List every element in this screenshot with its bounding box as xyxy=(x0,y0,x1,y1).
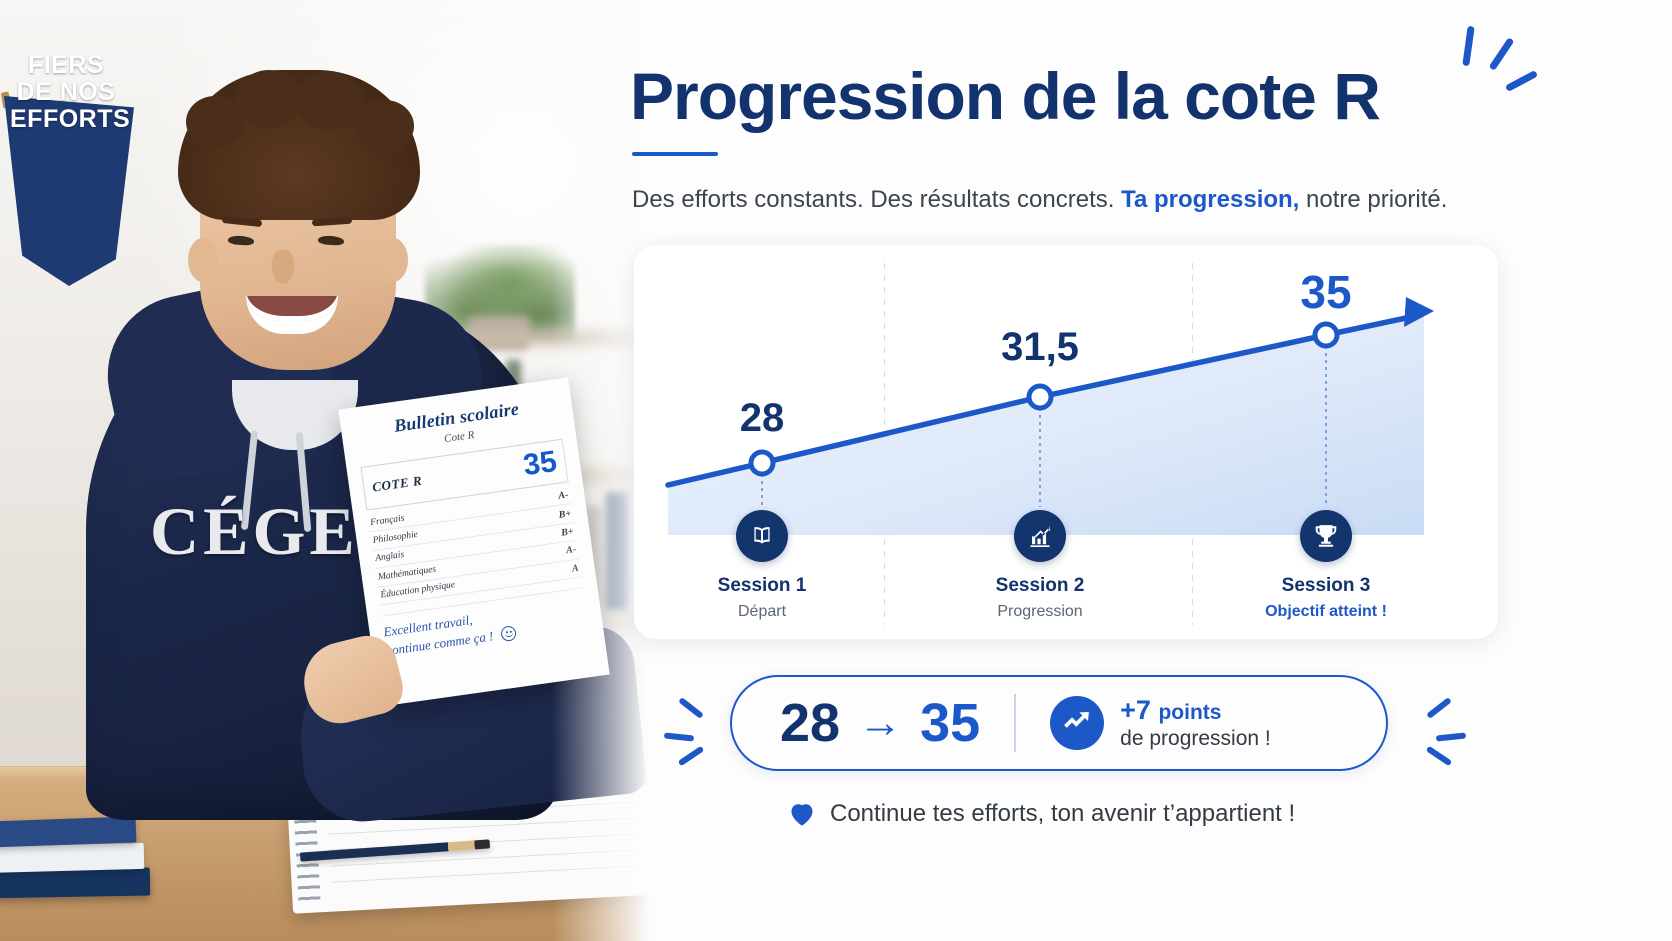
summary-to-value: 35 xyxy=(920,693,981,753)
student-photo: FIERS DE NOS EFFORTS CÉGEP xyxy=(0,0,672,941)
chart-area-fill xyxy=(668,315,1424,535)
summary-badge: 28 → 35 +7 points de progression ! xyxy=(730,675,1388,771)
subtitle-highlight: Ta progression, xyxy=(1121,186,1300,213)
hair-curl xyxy=(296,72,364,130)
hair-curl xyxy=(236,70,302,128)
page-title: Progression de la cote R xyxy=(630,59,1381,133)
cote-r-label: COTE R xyxy=(371,472,424,495)
progression-line-chart xyxy=(665,297,1434,535)
chart-point-title-1: Session 1 xyxy=(717,575,807,596)
summary-from-value: 28 xyxy=(780,693,841,753)
chart-point-title-3: Session 3 xyxy=(1281,575,1371,596)
arrow-right-icon: → xyxy=(858,698,903,747)
desk-book xyxy=(0,867,151,899)
chart-point-title-2: Session 2 xyxy=(995,575,1085,596)
footer-message: Continue tes efforts, ton avenir t’appar… xyxy=(788,800,1295,828)
chart-plot-area: 28 31,5 35 Session 1 Session 2 Session 3… xyxy=(634,245,1498,639)
summary-gain-unit: points xyxy=(1158,701,1222,725)
summary-scores: 28 → 35 xyxy=(732,696,1014,750)
pennant-line-1: FIERS xyxy=(27,51,105,79)
chart-arrow-head xyxy=(1404,297,1434,327)
chart-point-marker xyxy=(1312,321,1340,349)
summary-gain-line1: +7 points xyxy=(1120,695,1271,725)
chart-value-label-2: 31,5 xyxy=(1001,325,1079,369)
student-ear xyxy=(188,238,218,282)
chart-point-subtitle-2: Progression xyxy=(997,603,1083,620)
content-pane: Progression de la cote R Des efforts con… xyxy=(620,0,1672,941)
page-subtitle: Des efforts constants. Des résultats con… xyxy=(632,186,1447,214)
subtitle-part-2: notre priorité. xyxy=(1299,186,1448,213)
student-ear xyxy=(378,238,408,282)
chart-point-subtitle-3: Objectif atteint ! xyxy=(1265,603,1387,620)
summary-gain-caption: de progression ! xyxy=(1120,726,1271,750)
title-sparkle-icon xyxy=(1420,14,1539,104)
trend-up-icon xyxy=(1050,695,1105,750)
summary-gain-text: +7 points de progression ! xyxy=(1120,695,1271,750)
hair-curl xyxy=(356,100,414,152)
title-underline xyxy=(632,152,718,156)
desk-book xyxy=(0,842,145,874)
chart-value-label-3: 35 xyxy=(1300,266,1352,318)
smiley-icon xyxy=(500,624,518,642)
heart-icon xyxy=(788,801,816,827)
subtitle-part-1: Des efforts constants. Des résultats con… xyxy=(632,186,1122,213)
chart-point-marker xyxy=(1026,383,1054,411)
trophy-icon[interactable] xyxy=(1300,510,1352,562)
footer-text: Continue tes efforts, ton avenir t’appar… xyxy=(830,800,1296,827)
hair-curl xyxy=(186,96,244,148)
bar-chart-growth-icon[interactable] xyxy=(1014,510,1066,562)
summary-gain-value: +7 xyxy=(1120,695,1151,726)
chart-point-marker xyxy=(748,449,776,477)
book-icon[interactable] xyxy=(736,510,788,562)
progression-chart-card: 28 31,5 35 Session 1 Session 2 Session 3… xyxy=(634,245,1498,639)
pennant-text: FIERS DE NOS EFFORTS xyxy=(10,51,131,133)
right-sparkle-icon xyxy=(1396,686,1467,767)
pennant-line-2: DE NOS xyxy=(16,78,116,106)
student-nose xyxy=(272,250,294,284)
summary-gain: +7 points de progression ! xyxy=(1016,695,1271,750)
pennant-flag xyxy=(4,96,134,286)
chart-value-label-1: 28 xyxy=(739,396,785,440)
chart-point-subtitle-1: Départ xyxy=(737,603,787,620)
pennant-line-3: EFFORTS xyxy=(10,105,131,133)
desk-book xyxy=(0,816,137,848)
summary-divider xyxy=(1014,694,1017,752)
